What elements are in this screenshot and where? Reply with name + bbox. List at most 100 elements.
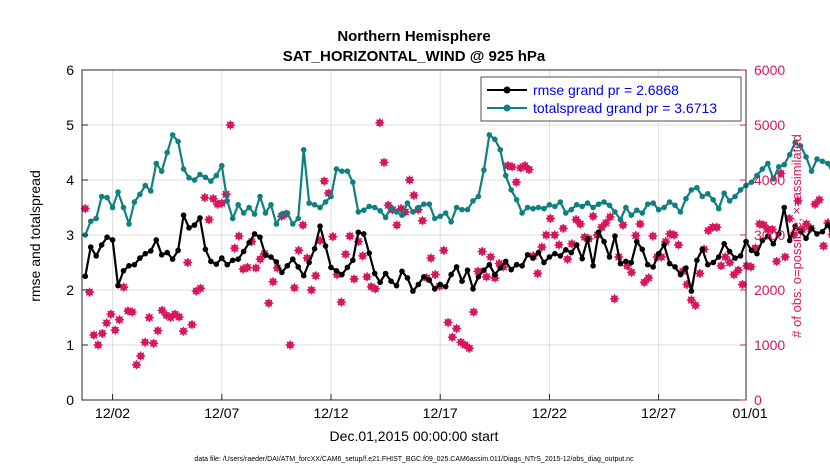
obs-point-star	[97, 328, 107, 338]
obs-point-star	[225, 120, 235, 130]
obs-point	[486, 252, 496, 262]
obs-point	[255, 254, 265, 264]
totalspread-point	[464, 206, 471, 213]
rmse-point	[579, 255, 585, 262]
obs-point-star	[545, 214, 555, 223]
obs-point	[358, 251, 368, 261]
obs-point	[776, 168, 786, 178]
rmse-point	[513, 261, 520, 268]
rmse-point	[601, 238, 607, 245]
rmse-point	[661, 242, 667, 248]
rmse-point	[421, 274, 427, 280]
totalspread-point	[459, 206, 465, 213]
rmse-point	[104, 234, 110, 240]
totalspread-point	[584, 200, 591, 206]
obs-point-star	[673, 240, 683, 250]
totalspread-point	[311, 201, 318, 208]
totalspread-point	[300, 146, 307, 153]
rmse-point	[257, 234, 263, 240]
obs-point	[144, 313, 154, 322]
obs-point-star	[469, 307, 479, 317]
obs-point-star	[563, 254, 573, 264]
obs-point-star	[669, 230, 679, 240]
obs-point-star	[511, 177, 521, 187]
rmse-point	[317, 223, 323, 229]
obs-point	[392, 220, 402, 230]
obs-point	[469, 307, 479, 317]
totalspread-point	[579, 203, 585, 210]
obs-point	[712, 222, 722, 232]
totalspread-point	[360, 207, 367, 214]
obs-point	[217, 198, 227, 208]
rmse-point	[590, 263, 596, 269]
obs-point-star	[174, 312, 184, 322]
totalspread-point	[792, 139, 798, 146]
totalspread-point	[148, 188, 154, 194]
obs-point	[814, 195, 824, 205]
obs-point-star	[353, 237, 363, 247]
rmse-point	[792, 223, 798, 229]
obs-point-star	[247, 237, 257, 247]
axes: 12/02 12/07 12/12 12/17 12/22 12/27 01/0101234…	[66, 62, 785, 421]
obs-point-star	[447, 332, 457, 342]
y-tick-label: 5	[66, 117, 74, 133]
rmse-point	[617, 260, 624, 267]
rmse-point	[175, 247, 181, 254]
rmse-series	[82, 204, 830, 294]
rmse-point	[710, 259, 717, 266]
obs-point-star	[157, 305, 167, 315]
obs-point	[93, 340, 103, 350]
totalspread-point	[541, 205, 547, 212]
rmse-point	[137, 255, 143, 261]
obs-point-star	[302, 253, 312, 263]
obs-point	[691, 300, 701, 310]
totalspread-point	[470, 198, 476, 204]
obs-point-star	[575, 219, 585, 229]
y-right-tick-label: 3000	[754, 227, 785, 243]
obs-point-star	[554, 240, 564, 250]
rmse-point	[623, 258, 629, 265]
totalspread-point	[355, 209, 362, 215]
obs-point-star	[370, 284, 380, 294]
obs-point-star	[691, 300, 701, 310]
rmse-point	[208, 258, 214, 265]
totalspread-point	[704, 190, 711, 197]
rmse-point	[688, 288, 695, 294]
rmse-point	[552, 250, 558, 257]
totalspread-point	[530, 205, 536, 212]
rmse-point	[470, 286, 476, 292]
obs-point	[733, 265, 743, 275]
rmse-point	[366, 250, 373, 256]
rmse-point	[344, 264, 351, 271]
obs-point-star	[161, 310, 171, 320]
x-tick-label: 12/27	[641, 405, 676, 421]
obs-point	[341, 249, 351, 259]
rmse-point	[715, 254, 722, 260]
totalspread-point	[825, 160, 830, 167]
totalspread-point	[546, 201, 553, 208]
totalspread-point	[606, 202, 613, 209]
rmse-point	[87, 244, 94, 250]
obs-point-star	[89, 330, 99, 340]
rmse-line	[84, 206, 830, 293]
rmse-point	[311, 245, 318, 252]
rmse-point	[628, 259, 635, 266]
obs-point-star	[627, 267, 637, 277]
rmse-point	[492, 271, 498, 278]
obs-point-star	[571, 215, 581, 225]
rmse-point	[202, 246, 209, 253]
rmse-point	[699, 246, 706, 253]
totalspread-point	[371, 204, 378, 211]
obs-point	[315, 236, 325, 245]
obs-point	[268, 277, 278, 287]
obs-point	[793, 196, 803, 206]
obs-point	[648, 231, 658, 241]
totalspread-line	[84, 133, 830, 236]
totalspread-point	[240, 210, 247, 216]
obs-point	[85, 287, 95, 297]
obs-point-star	[784, 214, 794, 223]
totalspread-point	[573, 201, 580, 208]
rmse-point	[333, 267, 340, 274]
obs-point-star	[375, 118, 385, 128]
obs-point-star	[405, 175, 415, 185]
